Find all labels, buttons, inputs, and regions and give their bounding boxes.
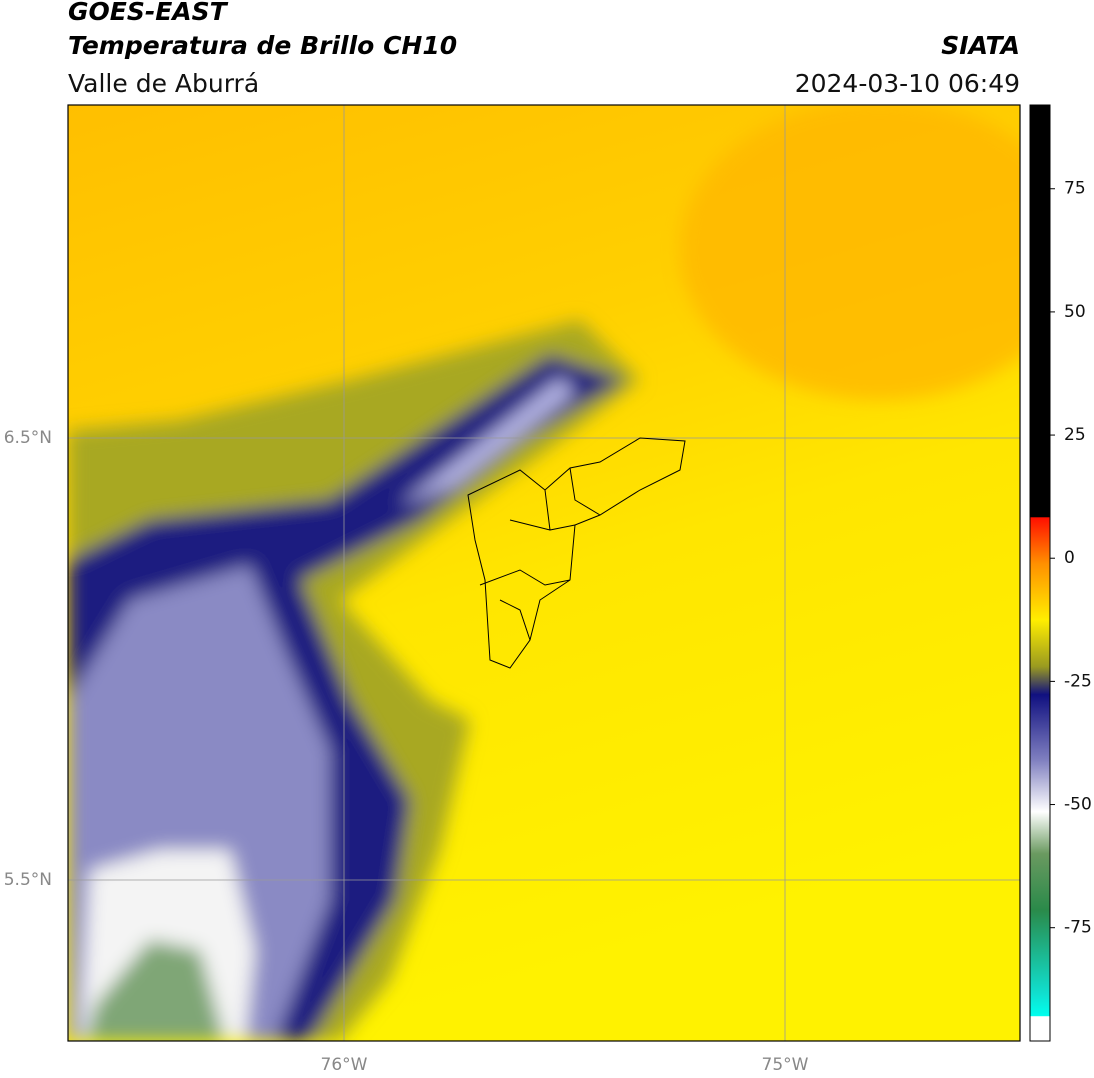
colorbar-tick-label: 25 <box>1064 425 1086 445</box>
colorbar-tick-label: 0 <box>1064 548 1075 568</box>
colorbar <box>1029 104 1051 1042</box>
title: GOES-EAST <box>68 0 229 26</box>
colorbar-tick-label: 75 <box>1064 179 1086 199</box>
lon-label: 75°W <box>762 1055 809 1075</box>
region: Valle de Aburrá <box>68 69 259 98</box>
valley-outline <box>467 437 686 669</box>
colorbar-tick-label: -50 <box>1064 795 1092 815</box>
map-frame <box>67 104 1021 1042</box>
lon-label: 76°W <box>321 1055 368 1075</box>
lat-label: 6.5°N <box>4 428 52 448</box>
map-image <box>68 105 1020 1041</box>
colorbar-tick-label: -75 <box>1064 918 1092 938</box>
colorbar-tick-label: 50 <box>1064 302 1086 322</box>
lat-label: 5.5°N <box>4 870 52 890</box>
subtitle: Temperatura de Brillo CH10 <box>68 31 457 60</box>
colorbar-tick-label: -25 <box>1064 671 1092 691</box>
datetime: 2024-03-10 06:49 <box>795 69 1020 98</box>
org: SIATA <box>941 31 1020 60</box>
